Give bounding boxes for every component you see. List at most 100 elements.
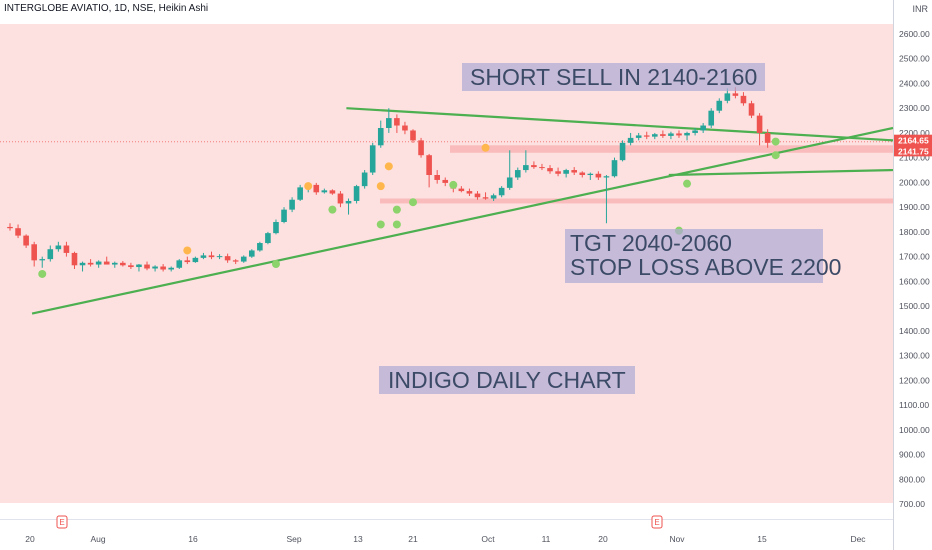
target-annotation[interactable]: TGT 2040-2060 STOP LOSS ABOVE 2200 [565, 229, 842, 284]
candle-body [402, 125, 408, 131]
candle [103, 256, 110, 265]
candle-body [281, 209, 287, 223]
trendline[interactable] [346, 107, 894, 142]
price-tag-label: 2164.65 [898, 136, 929, 146]
candle-body [345, 200, 352, 204]
time-tick-label: 20 [25, 534, 35, 544]
high-marker [304, 182, 313, 191]
candle-body [523, 165, 529, 171]
candle [603, 175, 610, 224]
signal-markers [38, 137, 780, 278]
trendline[interactable] [31, 126, 894, 315]
candle [240, 255, 247, 263]
price-tick-label: 1700.00 [899, 252, 930, 262]
candle-body [418, 140, 424, 156]
price-axis[interactable]: 700.00 800.00 900.00 1000.00 1100.00 1200.00 1… [894, 29, 932, 509]
candle [144, 261, 150, 271]
candle [458, 186, 465, 193]
candle-body [7, 226, 13, 229]
candle [716, 98, 723, 114]
candle [587, 172, 594, 180]
candle [410, 129, 416, 143]
candle-body [297, 187, 303, 200]
low-marker [328, 205, 337, 214]
candle [700, 123, 706, 133]
candle [55, 241, 62, 252]
time-tick-label: Dec [850, 534, 866, 544]
candle [265, 231, 271, 245]
price-tick-label: 1600.00 [899, 276, 930, 286]
candle [273, 219, 279, 235]
candle-body [410, 130, 416, 141]
earnings-marker[interactable]: E [56, 515, 68, 529]
trendlines [31, 107, 894, 315]
time-tick-label: Nov [669, 534, 685, 544]
candle [563, 168, 569, 178]
candle-body [611, 160, 618, 177]
time-tick-label: Oct [481, 534, 495, 544]
price-tag-bg [894, 145, 932, 157]
candle [402, 121, 408, 135]
candle-body [740, 95, 747, 104]
earnings-badge [56, 515, 68, 529]
candle-body [361, 172, 368, 187]
high-marker [183, 246, 192, 255]
support-zone [380, 198, 893, 204]
candle [281, 207, 287, 224]
candle [756, 113, 763, 146]
price-tick-label: 1300.00 [899, 351, 930, 361]
candle-body [506, 177, 513, 188]
stop-loss-text: STOP LOSS ABOVE 2200 [570, 254, 842, 281]
candle-body [240, 256, 247, 262]
candle-body [386, 118, 392, 129]
candle [555, 167, 561, 177]
candle-body [168, 267, 174, 270]
candle [386, 108, 392, 133]
price-tick-label: 1400.00 [899, 326, 930, 336]
indigo-daily-annotation[interactable]: INDIGO DAILY CHART [379, 366, 635, 395]
low-marker [449, 180, 458, 189]
candle-body [708, 110, 715, 126]
price-tick-label: 2300.00 [899, 103, 930, 113]
low-marker [376, 220, 385, 229]
candle [7, 223, 13, 231]
candle [120, 261, 126, 267]
price-tick-label: 900.00 [899, 450, 925, 460]
candle [547, 165, 553, 174]
candle [434, 170, 440, 184]
candle-body [676, 133, 682, 136]
candle [128, 262, 134, 270]
price-zones [0, 141, 893, 204]
candle-body [587, 173, 594, 176]
candle-body [434, 175, 440, 180]
candle [498, 186, 505, 198]
price-tick-label: 1100.00 [899, 400, 929, 410]
trendline[interactable] [668, 168, 894, 177]
price-tick-label: 2600.00 [899, 29, 930, 39]
candle [313, 182, 320, 195]
candle-body [289, 199, 295, 210]
candle-body [595, 173, 602, 178]
time-axis[interactable]: 20 Aug 16 Sep 13 21 Oct 11 20 Nov 15 Dec E E [25, 515, 866, 544]
candle-body [120, 262, 126, 266]
price-tick-label: 800.00 [899, 474, 925, 484]
candle-body [442, 179, 449, 183]
price-tick-label: 1000.00 [899, 425, 930, 435]
candle [692, 128, 698, 136]
candle-body [111, 262, 118, 265]
support-zone [450, 145, 893, 153]
candle [660, 130, 666, 138]
short-sell-annotation[interactable]: SHORT SELL IN 2140-2160 [462, 63, 766, 92]
time-tick-label: 20 [598, 534, 608, 544]
earnings-marker[interactable]: E [651, 515, 663, 529]
candle-body [184, 260, 191, 263]
candle [160, 264, 166, 272]
candle [47, 245, 54, 262]
time-tick-label: 16 [188, 534, 198, 544]
candle [740, 92, 747, 106]
candle [708, 108, 715, 129]
candle-body [668, 133, 674, 136]
candle [506, 150, 513, 190]
time-tick-label: 13 [353, 534, 363, 544]
candle [442, 177, 449, 187]
